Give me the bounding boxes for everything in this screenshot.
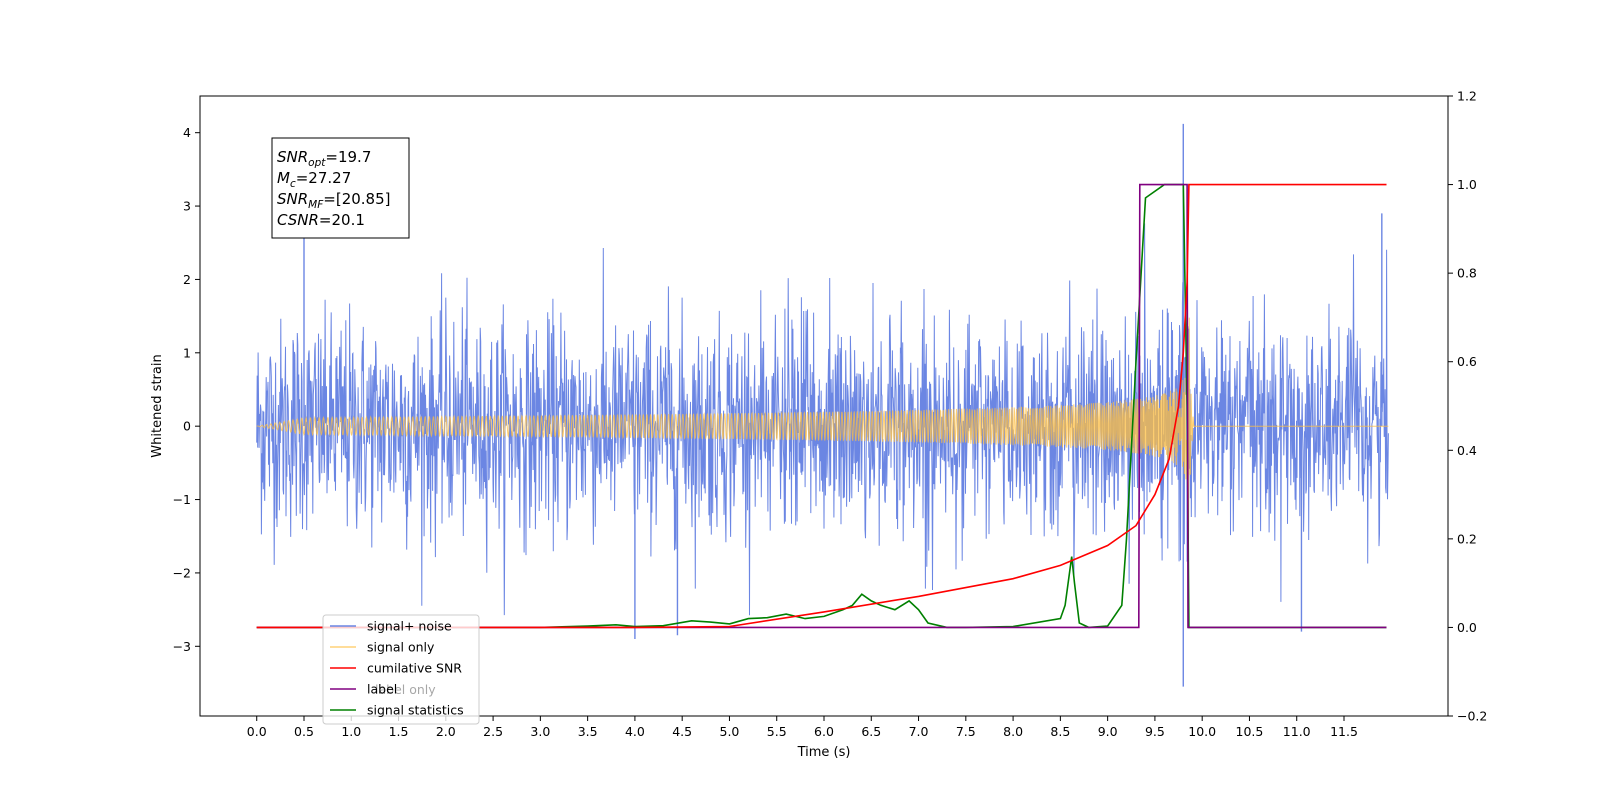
x-axis-label: Time (s) — [797, 745, 851, 760]
x-tick-label: 2.5 — [483, 724, 503, 739]
annotation-line: SNRMF=[20.85] — [277, 190, 391, 211]
x-tick-label: 2.0 — [436, 724, 456, 739]
annotation-line: SNRopt=19.7 — [277, 148, 371, 169]
legend-hidden-label: label only — [375, 682, 436, 697]
legend-label: signal statistics — [367, 703, 464, 718]
y-tick-label: 0 — [183, 419, 191, 434]
x-tick-label: 9.0 — [1098, 724, 1118, 739]
legend-label: cumilative SNR — [367, 661, 462, 676]
annotation-value: =19.7 — [325, 148, 371, 166]
y-tick-label: 3 — [183, 199, 191, 214]
annotation-subscript: opt — [308, 157, 326, 169]
series-signal-statistics-line — [256, 183, 1387, 629]
legend-label: signal+ noise — [367, 619, 452, 634]
x-tick-label: 5.5 — [767, 724, 787, 739]
signal-series-layer — [256, 317, 1389, 602]
annotation-subscript: MF — [308, 199, 324, 211]
x-tick-label: 5.0 — [720, 724, 740, 739]
annotation-frame — [271, 137, 410, 239]
annotation-symbol: SNR — [277, 148, 308, 166]
x-tick-label: 11.5 — [1330, 724, 1358, 739]
x-tick-label: 1.5 — [389, 724, 409, 739]
y2-tick-label: 0.0 — [1457, 620, 1477, 635]
annotation-symbol: M — [277, 169, 290, 187]
annotation-value: =[20.85] — [323, 190, 390, 208]
annotation-value: =20.1 — [319, 211, 365, 229]
x-tick-label: 3.0 — [530, 724, 550, 739]
y-tick-label: 4 — [183, 125, 191, 140]
y2-tick-label: 0.4 — [1457, 443, 1477, 458]
y2-tick-label: 0.8 — [1457, 266, 1477, 281]
x-tick-label: 0.0 — [247, 724, 267, 739]
x-tick-label: 3.5 — [578, 724, 598, 739]
x-tick-label: 4.5 — [672, 724, 692, 739]
x-tick-label: 10.0 — [1188, 724, 1216, 739]
annotation-symbol: CSNR — [277, 211, 319, 229]
annotation-value: =27.27 — [296, 169, 352, 187]
x-tick-label: 4.0 — [625, 724, 645, 739]
annotation-lines: SNRopt=19.7Mc=27.27SNRMF=[20.85]CSNR=20.… — [277, 148, 391, 229]
y-tick-label: 2 — [183, 272, 191, 287]
x-tick-label: 9.5 — [1145, 724, 1165, 739]
x-tick-label: 8.5 — [1050, 724, 1070, 739]
legend-label: signal only — [367, 640, 435, 655]
x-tick-label: 10.5 — [1236, 724, 1264, 739]
legend: label only signal+ noise signal only cumila… — [322, 614, 480, 725]
x-tick-label: 11.0 — [1283, 724, 1311, 739]
y-axis-label: Whitened strain — [150, 354, 165, 457]
y-tick-label: −1 — [173, 492, 191, 507]
y2-tick-label: 1.0 — [1457, 177, 1477, 192]
y-axis-ticks: 4 3 2 1 0 −1 −2 −3 — [173, 125, 200, 654]
annotation-box: SNRopt=19.7Mc=27.27SNRMF=[20.85]CSNR=20.… — [271, 137, 410, 239]
y2-tick-label: 1.2 — [1457, 89, 1477, 104]
right-axis-series-layer — [256, 183, 1387, 629]
x-tick-label: 7.0 — [909, 724, 929, 739]
x-tick-label: 6.5 — [861, 724, 881, 739]
x-axis-ticks: 0.0 0.5 1.0 1.5 2.0 2.5 3.0 3.5 4.0 4.5 5.0 5.5 6.0 6… — [247, 716, 1358, 739]
y-tick-label: −2 — [173, 565, 191, 580]
series-label-line — [256, 183, 1387, 629]
y-tick-label: 1 — [183, 345, 191, 360]
annotation-line: CSNR=20.1 — [277, 211, 365, 229]
x-tick-label: 7.5 — [956, 724, 976, 739]
y2-tick-label: 0.6 — [1457, 354, 1477, 369]
legend-items: label only signal+ noise signal only cumila… — [330, 619, 464, 718]
x-tick-label: 6.0 — [814, 724, 834, 739]
series-cumilative-snr-line — [256, 183, 1387, 629]
legend-label: label — [367, 682, 397, 697]
x-tick-label: 0.5 — [294, 724, 314, 739]
legend-frame — [322, 614, 480, 725]
annotation-subscript: c — [290, 178, 296, 190]
strain-series-layer — [256, 123, 1389, 687]
y2-tick-label: −0.2 — [1457, 709, 1487, 724]
y2-axis-ticks: 1.2 1.0 0.8 0.6 0.4 0.2 0.0 −0.2 — [1448, 89, 1487, 724]
y2-tick-label: 0.2 — [1457, 531, 1477, 546]
x-tick-label: 1.0 — [341, 724, 361, 739]
annotation-symbol: SNR — [277, 190, 308, 208]
series-signal-only-line — [256, 317, 1389, 602]
annotation-line: Mc=27.27 — [277, 169, 351, 190]
x-tick-label: 8.0 — [1003, 724, 1023, 739]
y-tick-label: −3 — [173, 639, 191, 654]
